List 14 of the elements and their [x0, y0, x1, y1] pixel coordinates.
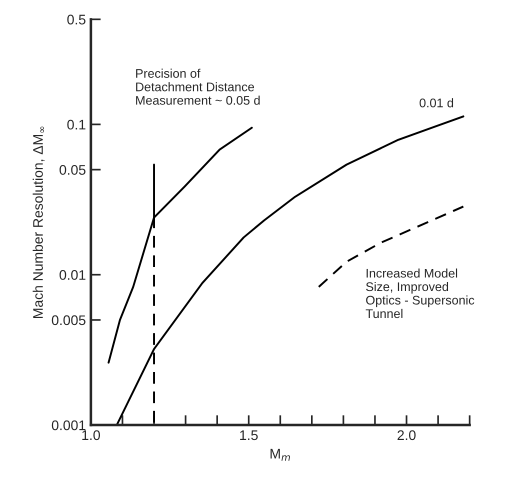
x-axis-title: M$_{m}$: [270, 448, 290, 461]
x-tick-label: 2.0: [398, 430, 416, 440]
series-label: 0.01 d: [420, 98, 454, 108]
y-tick-label: 0.05: [60, 164, 86, 175]
y-tick-label: 0.01: [60, 270, 86, 280]
x-tick-label: 1.0: [82, 430, 100, 440]
x-tick-label: 1.5: [240, 430, 258, 440]
y-axis-title: Mach Number Resolution, ΔM$_{∞}$: [32, 126, 45, 318]
y-tick-label: 0.001: [52, 420, 86, 430]
series-label: Precision of Detachment Distance Measurement ~ 0.05 d: [136, 68, 260, 105]
y-tick-label: 0.1: [67, 120, 86, 130]
y-tick-label: 0.005: [52, 315, 86, 326]
series-label: Increased Model Size, Improved Optics - Supersonic Tunnel: [366, 268, 474, 318]
y-tick-label: 0.5: [67, 14, 86, 24]
